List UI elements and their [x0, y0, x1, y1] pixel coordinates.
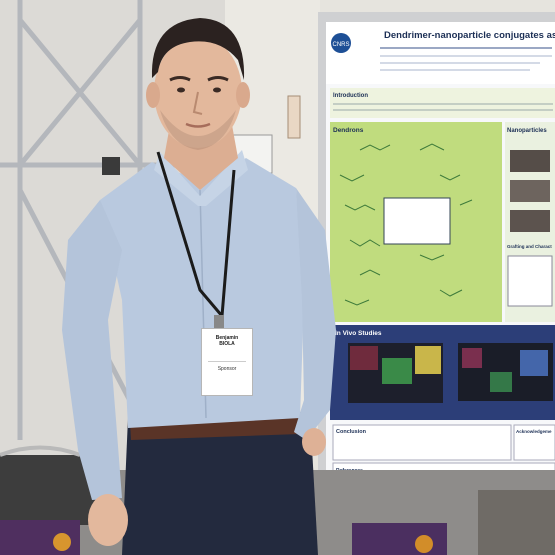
poster-logo: CNRS [332, 42, 349, 48]
section-acknowledgements: Acknowledgeme [516, 429, 552, 434]
section-grafting: Grafting and Charact [507, 244, 552, 249]
cnrs-logo-icon [331, 33, 351, 53]
trousers [122, 412, 318, 555]
poster: CNRS Dendrimer-nanoparticle conjugates a… [326, 22, 555, 478]
person [62, 18, 336, 555]
section-conclusion: Conclusion [336, 429, 367, 435]
brochure-box-right [352, 523, 447, 555]
side-object [478, 490, 555, 555]
badge-clip [214, 315, 224, 329]
frame-clamp [102, 157, 120, 175]
dendron-diagram-box [383, 197, 451, 245]
left-sleeve [62, 200, 122, 500]
chair-rail [0, 445, 81, 457]
collar [154, 150, 248, 206]
brochure-logo-icon-2 [415, 535, 433, 553]
section-introduction: Introduction [333, 93, 368, 99]
section-in-vivo: In Vivo Studies [335, 330, 382, 337]
wall-sign [287, 95, 301, 139]
right-sleeve [294, 188, 336, 440]
badge-name: Benjamin BIOLA [215, 335, 239, 347]
badge-role: Sponsor [217, 366, 237, 372]
right-hand [302, 428, 326, 456]
section-nanoparticles: Nanoparticles [507, 128, 547, 134]
booth-frame [0, 0, 230, 440]
poster-title: Dendrimer-nanoparticle conjugates as Nan… [384, 30, 555, 41]
left-hand [88, 494, 128, 546]
section-dendrons: Dendrons [333, 127, 364, 134]
hair [151, 18, 245, 80]
name-badge: Benjamin BIOLA Sponsor [201, 328, 253, 396]
lanyard [156, 151, 236, 320]
brochure-logo-icon [53, 533, 71, 551]
